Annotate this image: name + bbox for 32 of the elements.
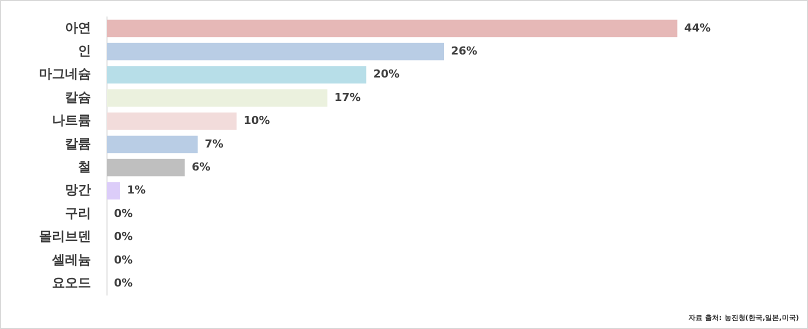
data-label: 1% [126,184,146,197]
bar [107,158,185,176]
bar [107,182,120,200]
y-tick-label: 요오드 [52,276,91,291]
data-label: 26% [451,44,478,58]
bar [107,136,198,154]
bar [107,89,328,107]
data-label: 17% [334,90,361,104]
y-tick-label: 망간 [65,183,91,198]
y-tick-label: 철 [78,160,91,175]
bar [107,66,366,84]
y-tick-label: 나트륨 [52,114,91,129]
data-label: 10% [244,114,270,128]
y-tick-label: 칼륨 [65,136,91,152]
data-label: 0% [114,253,133,266]
y-tick-label: 구리 [65,206,91,222]
y-tick-label: 아연 [65,20,91,36]
data-label: 0% [114,206,133,220]
bar [107,42,444,60]
y-tick-label: 인 [78,44,91,59]
data-label: 7% [204,137,224,150]
data-label: 20% [373,68,400,81]
y-tick-label: 셀레늄 [51,252,91,268]
y-tick-label: 몰리브덴 [39,230,91,245]
bar [107,20,678,38]
y-tick-label: 마그네슘 [39,67,91,82]
data-label: 0% [114,276,133,290]
y-tick-label: 칼슘 [65,90,91,106]
data-label: 6% [192,160,210,174]
data-label: 0% [114,230,133,244]
data-label: 44% [684,21,711,34]
bar [107,112,237,130]
